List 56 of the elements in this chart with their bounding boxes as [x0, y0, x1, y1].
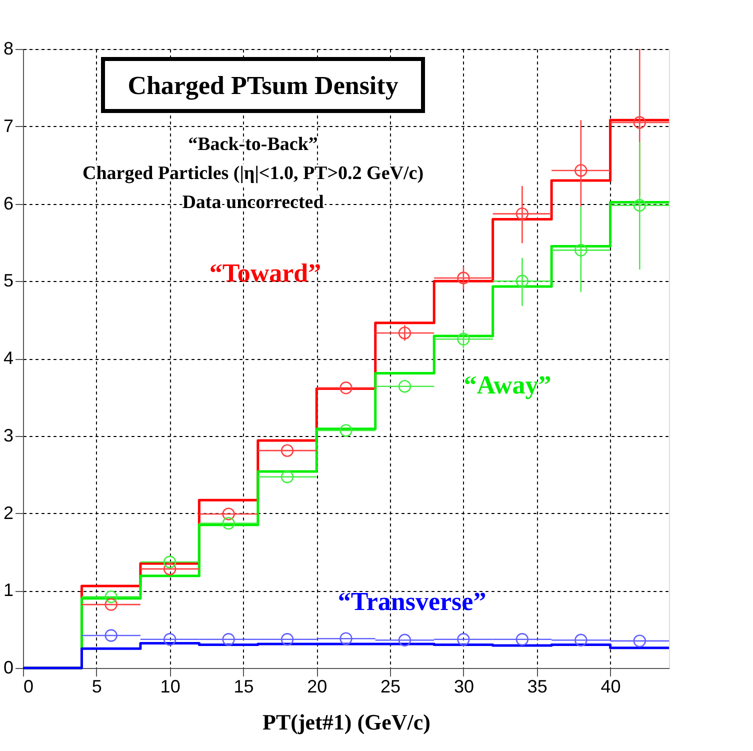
y-tick-label: 2 [3, 502, 14, 523]
point [633, 116, 646, 129]
x-tick-label: 10 [160, 676, 180, 696]
point [104, 629, 118, 642]
point [457, 633, 470, 646]
point [340, 382, 352, 394]
annotation: Charged Particles (|η|<1.0, PT>0.2 GeV/c) [82, 163, 424, 184]
point [340, 424, 352, 437]
point [280, 633, 294, 646]
point [222, 516, 235, 530]
y-tick-label: 6 [3, 193, 14, 214]
text: Charged PTsum Density [128, 71, 398, 100]
x-tick-label: 40 [600, 676, 621, 696]
point [280, 470, 294, 484]
annotation: “Back-to-Back” [188, 134, 318, 155]
y-tick-label: 0 [3, 658, 14, 678]
y-tick-label: 8 [3, 38, 14, 58]
point [516, 274, 529, 288]
point [574, 164, 588, 177]
point [633, 634, 646, 648]
point [163, 633, 176, 646]
point [163, 556, 176, 568]
y-tick-label: 1 [3, 580, 14, 600]
point [516, 207, 529, 220]
y-tick-label: 4 [3, 348, 14, 368]
point [222, 508, 235, 520]
point [457, 332, 470, 346]
series-label: “Transverse” [338, 587, 486, 616]
point [163, 562, 176, 576]
x-tick-label: 20 [307, 676, 328, 696]
point [398, 326, 412, 340]
annotation: Data uncorrected [182, 192, 324, 213]
point [574, 634, 588, 646]
x-tick-label: 25 [380, 676, 401, 696]
point [633, 198, 646, 212]
series-label: “Away” [464, 370, 552, 400]
point [222, 633, 235, 646]
point [340, 632, 352, 645]
x-tick-label: 35 [527, 676, 548, 696]
y-tick-label: 5 [3, 270, 14, 291]
point [574, 244, 588, 257]
x-tick-label: 15 [234, 676, 254, 696]
x-tick-label: 0 [24, 676, 34, 696]
point [104, 598, 118, 611]
y-tick-label: 7 [3, 116, 14, 136]
y-tick-label: 3 [3, 425, 14, 446]
point [104, 590, 118, 604]
point [398, 634, 412, 646]
point [280, 444, 294, 457]
point [398, 380, 412, 393]
x-axis-title: PT(jet#1) (GeV/c) [262, 710, 430, 734]
text: “Toward” [209, 258, 322, 288]
point [516, 633, 529, 646]
x-tick-label: 30 [454, 676, 474, 696]
x-tick-label: 5 [92, 676, 102, 696]
point [457, 272, 470, 284]
